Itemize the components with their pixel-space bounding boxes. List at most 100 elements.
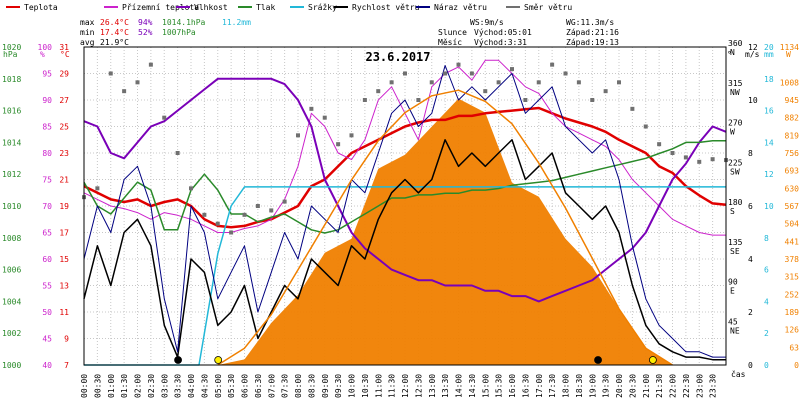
legend-label-rychlost-vetru: Rychlost větru: [352, 3, 420, 12]
moon-label: Měsíc: [438, 38, 462, 47]
time-tick-label: 04:00: [187, 374, 196, 398]
humidity-tick-label: 60: [42, 255, 52, 264]
radiation-tick-label: 567: [785, 202, 800, 211]
pressure-unit: hPa: [3, 50, 18, 59]
radiation-tick-label: 63: [789, 343, 799, 352]
point-smer-vetru: [148, 62, 153, 67]
point-smer-vetru: [416, 98, 421, 102]
point-smer-vetru: [456, 62, 461, 67]
pressure-tick-label: 1020: [2, 43, 21, 52]
stats-max-temp: 26.4°C: [100, 18, 129, 27]
point-smer-vetru: [362, 98, 367, 102]
rain-tick-label: 20: [764, 43, 774, 52]
point-smer-vetru: [617, 80, 621, 85]
legend-label-naraz-vetru: Náraz větru: [434, 3, 487, 12]
time-tick-label: 17:00: [535, 374, 544, 398]
time-tick-label: 18:00: [562, 374, 571, 398]
axes: 1000100210041006100810101012101410161018…: [2, 39, 799, 398]
radiation-tick-label: 882: [785, 114, 800, 123]
legend-label-prizemni-teplota: Přízemní teplota: [122, 3, 199, 12]
wind-tick-label: 2: [748, 308, 753, 317]
direction-compass-label: SW: [730, 167, 740, 176]
radiation-tick-label: 441: [785, 237, 800, 246]
time-tick-label: 09:00: [321, 374, 330, 398]
direction-tick-label: 90: [728, 278, 738, 287]
time-tick-label: 06:30: [254, 374, 263, 398]
time-tick-label: 00:30: [93, 374, 102, 398]
direction-tick-label: 225: [728, 158, 743, 167]
moon-rise: Východ:3:31: [474, 38, 527, 47]
wind-tick-label: 6: [748, 202, 753, 211]
humidity-tick-label: 75: [42, 176, 52, 185]
legend-label-smer-vetru: Směr větru: [524, 3, 572, 12]
radiation-tick-label: 252: [785, 290, 800, 299]
axis-units: hPa % °C ° m/s mm W čas: [3, 50, 791, 379]
moon-event-marker: [594, 356, 602, 364]
series-vlhkost: [83, 77, 727, 303]
humidity-tick-label: 45: [42, 335, 52, 344]
direction-compass-label: NW: [730, 88, 740, 97]
rain-tick-label: 8: [764, 234, 769, 243]
time-tick-label: 13:00: [428, 374, 437, 398]
time-tick-label: 21:00: [642, 374, 651, 398]
direction-compass-label: E: [730, 287, 735, 296]
temperature-tick-label: 17: [59, 229, 69, 238]
point-smer-vetru: [603, 89, 608, 94]
direction-tick-label: 360: [728, 39, 743, 48]
stats-min-press: 1007hPa: [162, 28, 196, 37]
point-smer-vetru: [229, 230, 234, 235]
point-smer-vetru: [349, 133, 354, 138]
temperature-tick-label: 21: [59, 176, 69, 185]
pressure-tick-label: 1010: [2, 202, 21, 211]
temperature-unit: °C: [60, 50, 70, 59]
direction-compass-label: S: [730, 207, 735, 216]
rain-tick-label: 18: [764, 75, 774, 84]
wind-speed-info: WS:9m/s: [470, 18, 504, 27]
radiation-tick-label: 1008: [780, 78, 799, 87]
humidity-tick-label: 55: [42, 282, 52, 291]
legend-label-vlhkost: Vlhkost: [194, 3, 228, 12]
radiation-unit: W: [786, 50, 791, 59]
stats-avg-temp: 21.9°C: [100, 38, 129, 47]
moon-set: Západ:19:13: [566, 38, 619, 47]
point-smer-vetru: [309, 106, 314, 111]
stats-block: max 26.4°C 94% 1014.1hPa 11.2mm min 17.4…: [80, 18, 251, 47]
point-smer-vetru: [162, 115, 167, 120]
pressure-tick-label: 1002: [2, 329, 21, 338]
time-tick-label: 04:30: [200, 374, 209, 398]
direction-tick-label: 315: [728, 79, 743, 88]
direction-compass-label: N: [730, 48, 735, 57]
temperature-tick-label: 15: [59, 255, 69, 264]
point-smer-vetru: [697, 159, 702, 164]
time-tick-label: 19:30: [602, 374, 611, 398]
humidity-tick-label: 85: [42, 123, 52, 132]
time-tick-label: 16:00: [508, 374, 517, 398]
plot-frame: [83, 46, 727, 366]
temperature-tick-label: 25: [59, 123, 69, 132]
direction-tick-label: 270: [728, 119, 743, 128]
point-smer-vetru: [443, 71, 448, 76]
humidity-tick-label: 95: [42, 70, 52, 79]
rain-tick-label: 12: [764, 170, 774, 179]
time-tick-label: 03:30: [174, 374, 183, 398]
temperature-tick-label: 19: [59, 202, 69, 211]
radiation-tick-label: 630: [785, 184, 800, 193]
time-tick-label: 09:30: [334, 374, 343, 398]
wind-tick-label: 4: [748, 255, 753, 264]
time-tick-label: 14:00: [455, 374, 464, 398]
rain-tick-label: 6: [764, 266, 769, 275]
humidity-tick-label: 70: [42, 202, 52, 211]
wind-tick-label: 10: [748, 96, 758, 105]
time-tick-label: 01:00: [107, 374, 116, 398]
time-tick-label: 08:00: [294, 374, 303, 398]
point-smer-vetru: [643, 124, 648, 129]
pressure-tick-label: 1000: [2, 361, 21, 370]
time-tick-label: 20:00: [615, 374, 624, 398]
time-tick-label: 22:30: [682, 374, 691, 398]
rain-tick-label: 2: [764, 329, 769, 338]
time-tick-label: 12:30: [414, 374, 423, 398]
sun-event-marker: [214, 356, 223, 364]
direction-unit: °: [727, 50, 732, 59]
time-tick-label: 05:30: [227, 374, 236, 398]
sun-event-marker: [648, 356, 657, 364]
